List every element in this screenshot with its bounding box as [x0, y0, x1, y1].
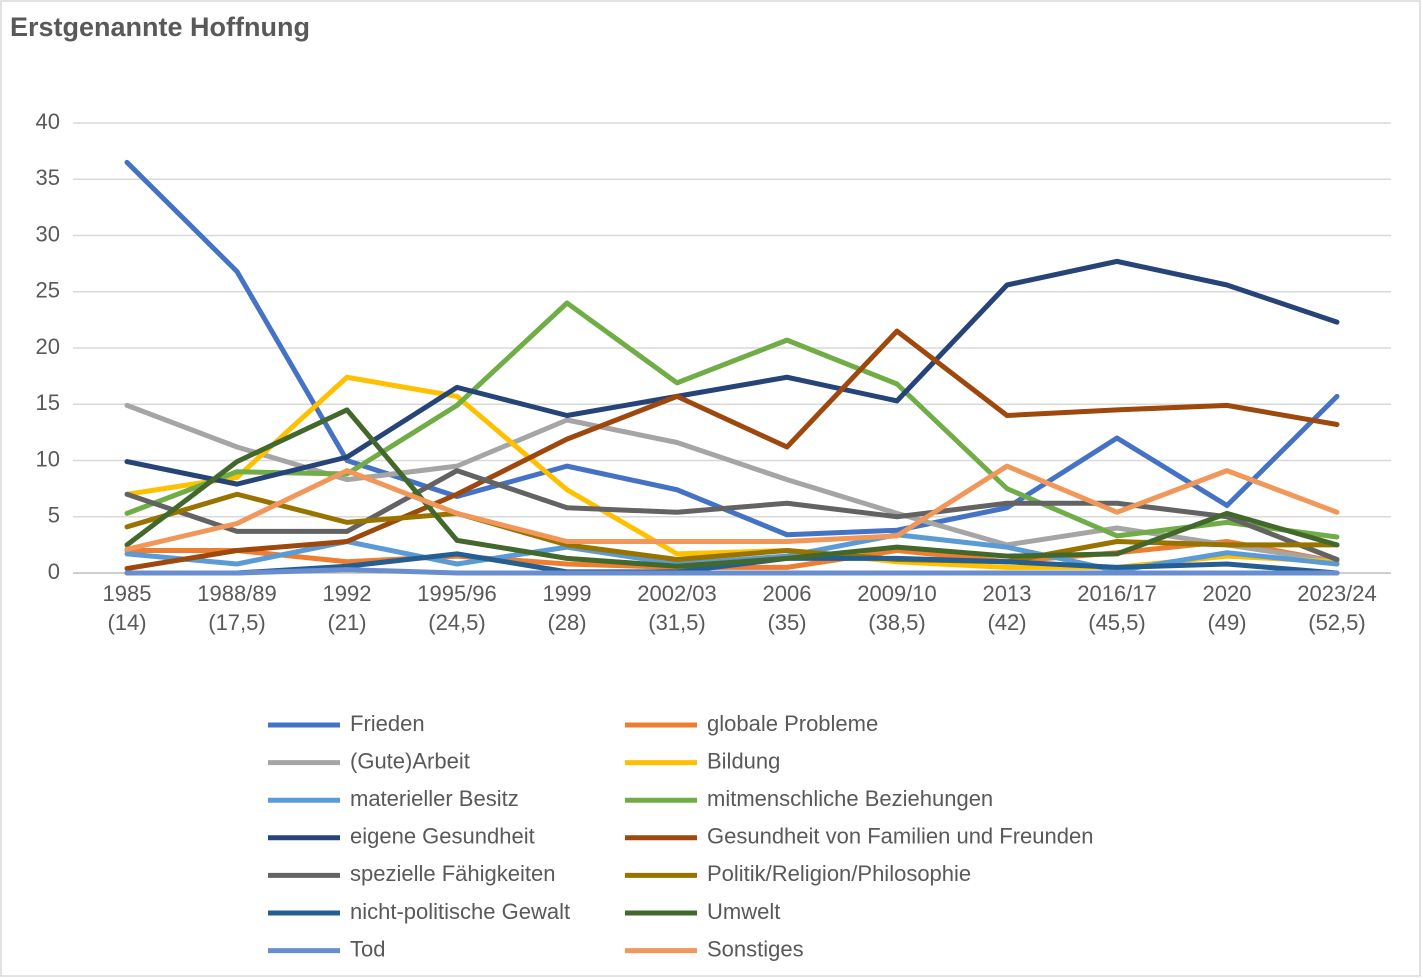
legend-label: eigene Gesundheit	[350, 824, 535, 849]
x-tick-label: 2023/24 (52,5)	[1297, 581, 1377, 635]
y-tick-label: 0	[48, 559, 60, 584]
x-tick-label: 1985 (14)	[102, 581, 152, 635]
legend-label: Politik/Religion/Philosophie	[707, 861, 971, 886]
legend: Frieden globale Probleme (Gute)Arbeit Bildu…	[268, 711, 1093, 961]
y-tick-label: 25	[36, 278, 60, 303]
y-tick-label: 35	[36, 165, 60, 190]
legend-label: Bildung	[707, 748, 780, 773]
x-tick-label: 2006 (35)	[762, 581, 812, 635]
series-line	[124, 567, 1340, 576]
legend-label: mitmenschliche Beziehungen	[707, 786, 993, 811]
series-line	[124, 159, 1340, 538]
x-tick-label: 1999 (28)	[542, 581, 592, 635]
series-line	[124, 551, 1340, 576]
legend-label: Gesundheit von Familien und Freunden	[707, 824, 1093, 849]
x-tick-label: 2020 (49)	[1202, 581, 1252, 635]
legend-label: (Gute)Arbeit	[350, 748, 470, 773]
x-tick-label: 2002/03 (31,5)	[637, 581, 717, 635]
x-tick-label: 1995/96 (24,5)	[417, 581, 497, 635]
x-tick-label: 2009/10 (38,5)	[857, 581, 937, 635]
x-tick-label: 1992 (21)	[322, 581, 372, 635]
y-tick-label: 20	[36, 334, 60, 359]
y-tick-label: 40	[36, 109, 60, 134]
series-line	[124, 328, 1340, 571]
legend-label: spezielle Fähigkeiten	[350, 861, 555, 886]
legend-label: Frieden	[350, 711, 425, 736]
series-line	[124, 463, 1340, 552]
y-tick-label: 5	[48, 503, 60, 528]
legend-label: globale Probleme	[707, 711, 878, 736]
y-tick-label: 10	[36, 446, 60, 471]
legend-label: materieller Besitz	[350, 786, 519, 811]
y-tick-label: 15	[36, 390, 60, 415]
series-line	[124, 258, 1340, 487]
legend-label: nicht-politische Gewalt	[350, 899, 570, 924]
legend-label: Tod	[350, 936, 385, 961]
series-line	[124, 491, 1340, 565]
lines	[124, 159, 1340, 576]
y-tick-label: 30	[36, 221, 60, 246]
legend-label: Sonstiges	[707, 936, 804, 961]
legend-label: Umwelt	[707, 899, 780, 924]
series-line	[124, 407, 1340, 569]
grid: 0 5 10 15 20 25 30 35 40	[36, 109, 1391, 584]
x-tick-label: 1988/89 (17,5)	[197, 581, 277, 635]
chart-title: Erstgenannte Hoffnung	[10, 12, 310, 42]
x-tick-label: 2016/17 (45,5)	[1077, 581, 1157, 635]
x-tick-label: 2013 (42)	[982, 581, 1032, 635]
series-line	[124, 300, 1340, 540]
